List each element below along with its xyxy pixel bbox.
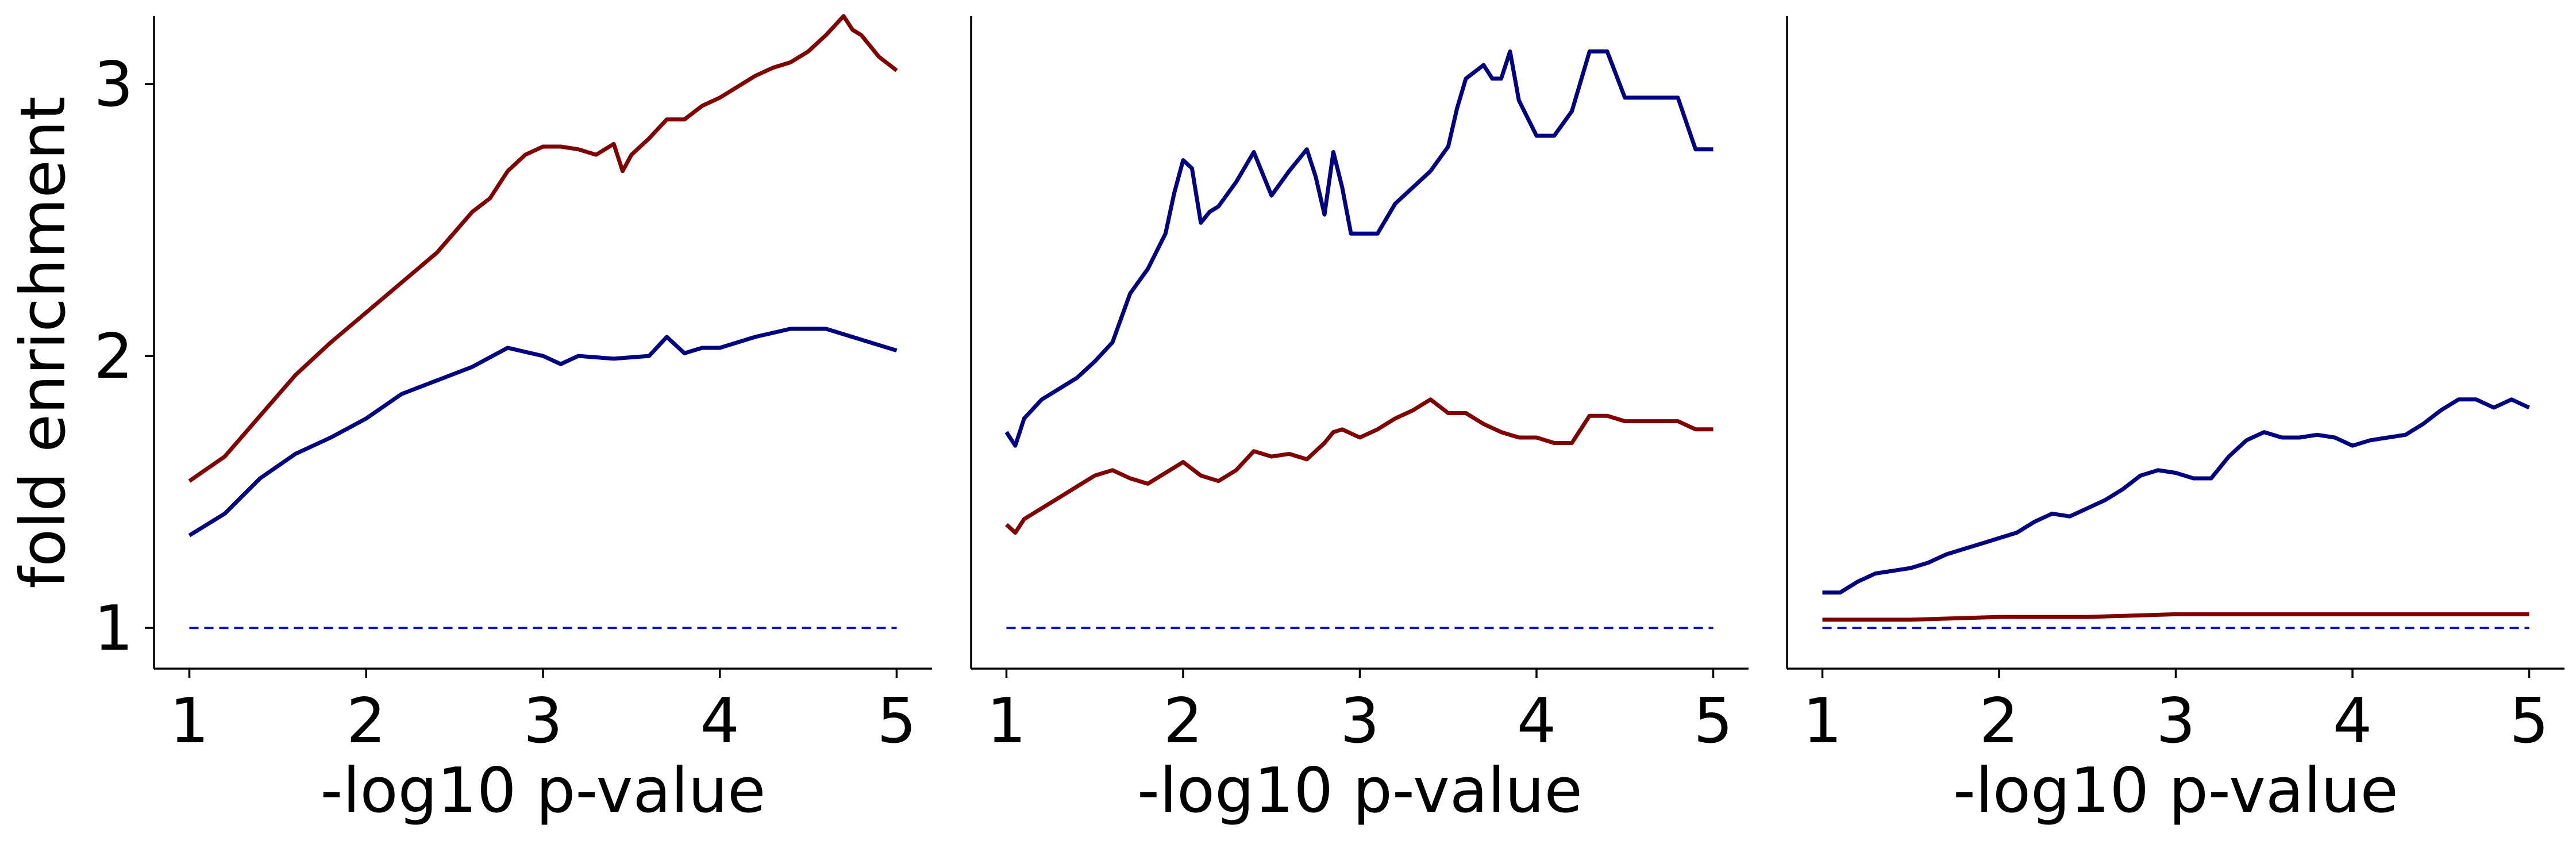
- x-axis-label-middle: -log10 p-value: [1137, 755, 1582, 827]
- series-line-middle-0: [1004, 49, 1714, 448]
- y-tick-label-left-0: 1: [94, 593, 133, 665]
- x-tick-label-left-0: 1: [170, 685, 209, 757]
- chart-panel-right: 1 2 3 4 5 -log10 p-value: [1786, 16, 2565, 827]
- x-tick-label-right-1: 2: [1980, 685, 2019, 757]
- x-axis-label-left: -log10 p-value: [321, 755, 766, 827]
- x-tick-label-middle-2: 3: [1340, 685, 1380, 757]
- chart-panel-middle: 1 2 3 4 5 -log10 p-value: [970, 16, 1749, 827]
- y-axis-label-left: fold enrichment: [7, 96, 79, 589]
- y-tick-label-left-2: 3: [94, 49, 133, 121]
- x-tick-label-left-1: 2: [346, 685, 386, 757]
- x-tick-label-right-2: 3: [2156, 685, 2196, 757]
- x-tick-label-middle-1: 2: [1164, 685, 1203, 757]
- x-tick-label-middle-4: 5: [1693, 685, 1733, 757]
- x-tick-label-right-3: 4: [2333, 685, 2373, 757]
- series-line-left-1: [188, 327, 898, 538]
- x-tick-label-left-2: 3: [523, 685, 563, 757]
- x-axis-label-right: -log10 p-value: [1953, 755, 2398, 827]
- x-tick-label-middle-0: 1: [987, 685, 1026, 757]
- x-tick-label-right-0: 1: [1803, 685, 1842, 757]
- y-tick-label-left-1: 2: [94, 321, 133, 393]
- x-tick-label-left-4: 5: [877, 685, 917, 757]
- x-tick-label-middle-3: 4: [1517, 685, 1557, 757]
- x-tick-label-right-4: 5: [2509, 685, 2549, 757]
- series-line-right-1: [1822, 612, 2529, 622]
- series-line-middle-1: [1005, 397, 1714, 535]
- series-line-left-0: [188, 14, 898, 483]
- series-line-right-0: [1822, 397, 2530, 595]
- x-tick-label-left-3: 4: [700, 685, 740, 757]
